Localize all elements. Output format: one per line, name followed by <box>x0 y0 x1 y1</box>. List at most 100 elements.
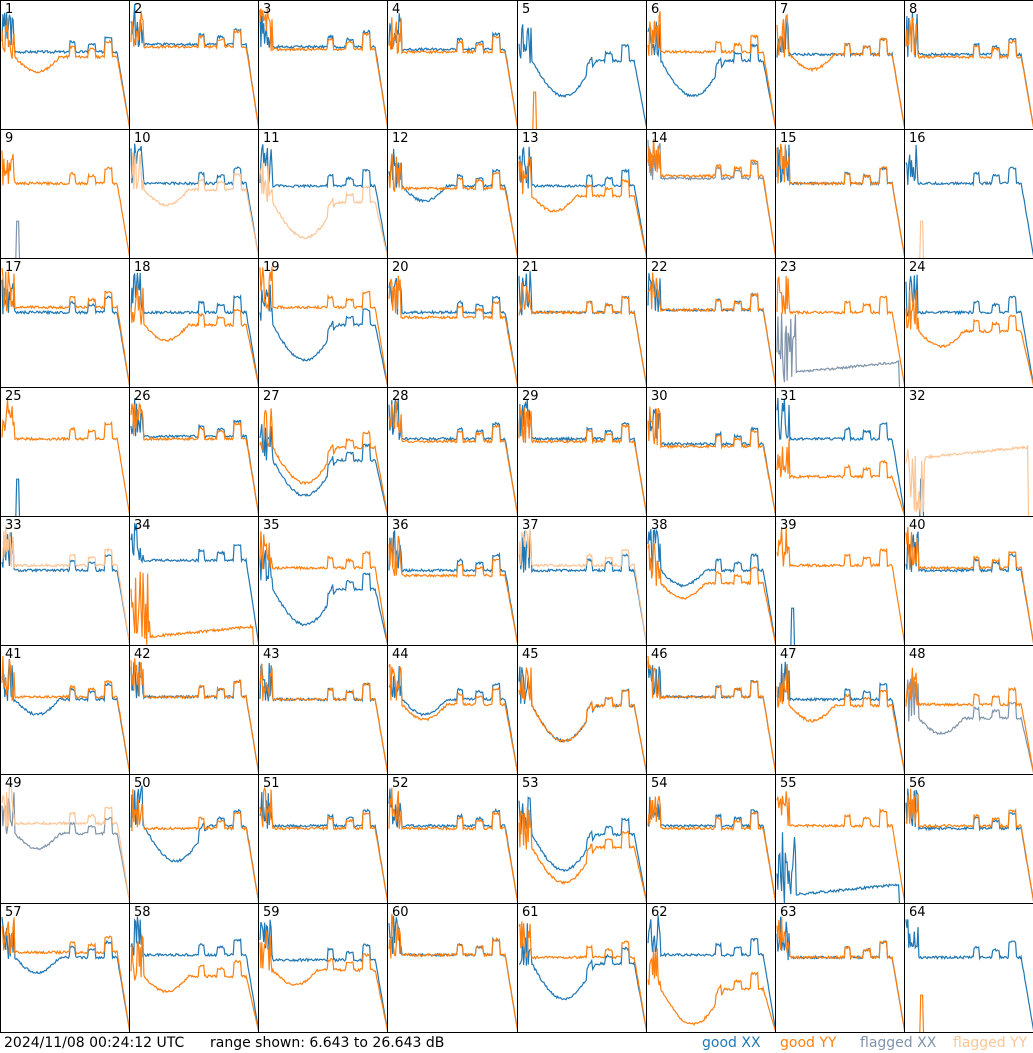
series-yy-line <box>388 17 517 128</box>
panel-label: 55 <box>780 776 797 791</box>
panel-plot <box>518 146 646 258</box>
series-xx-line <box>776 144 904 257</box>
series-xx-line <box>518 923 646 1031</box>
series-xx-line <box>130 660 258 773</box>
panel-plot <box>776 916 904 1031</box>
panel-label: 30 <box>651 389 668 404</box>
panel-label: 41 <box>5 647 22 662</box>
panel-label: 18 <box>134 260 151 275</box>
panel-label: 60 <box>392 905 409 920</box>
panel-4: 4 <box>387 0 518 130</box>
series-xx-line <box>905 919 1033 1031</box>
panel-55: 55 <box>775 774 905 904</box>
panel-plot <box>518 270 646 386</box>
panel-label: 24 <box>909 260 926 275</box>
panel-33: 33 <box>0 516 130 646</box>
panel-label: 2 <box>134 2 143 17</box>
series-xx-line <box>259 9 387 128</box>
series-yy-line <box>1 399 129 515</box>
series-xx-line <box>259 424 387 516</box>
series-xx-line <box>776 832 901 903</box>
panel-plot <box>130 785 258 902</box>
panel-plot <box>518 666 646 773</box>
series-xx-line <box>518 666 646 773</box>
series-xx-line <box>1 792 129 902</box>
panel-label: 61 <box>522 905 539 920</box>
series-yy-line <box>130 152 258 257</box>
legend-flagged-yy: flagged YY <box>953 1035 1028 1051</box>
panel-36: 36 <box>387 516 518 646</box>
series-yy-line <box>776 528 904 644</box>
series-yy-line <box>905 527 1033 644</box>
panel-plot <box>905 12 1033 128</box>
series-xx-line <box>518 796 646 902</box>
panel-label: 7 <box>780 2 789 17</box>
panel-plot <box>776 14 904 128</box>
panel-plot <box>1 268 129 386</box>
panel-label: 27 <box>263 389 280 404</box>
series-xx-line <box>388 398 517 515</box>
series-xx-line <box>130 785 258 902</box>
panel-12: 12 <box>387 129 518 259</box>
panel-plot <box>647 528 775 645</box>
panel-plot <box>1 525 129 644</box>
panel-label: 34 <box>134 518 151 533</box>
panel-plot <box>130 272 258 387</box>
series-yy-line <box>1 525 129 644</box>
panel-plot <box>518 24 646 129</box>
panel-plot <box>388 913 517 1031</box>
series-xx-line <box>388 277 517 386</box>
panel-plot <box>259 662 387 773</box>
panel-plot <box>130 143 258 257</box>
panel-20: 20 <box>387 258 518 388</box>
series-yy-line <box>919 994 925 1032</box>
panel-57: 57 <box>0 903 130 1033</box>
panel-label: 8 <box>909 2 918 17</box>
panel-16: 16 <box>904 129 1033 259</box>
panel-plot <box>905 444 1030 516</box>
series-yy-line <box>647 541 775 645</box>
panel-label: 46 <box>651 647 668 662</box>
series-yy-line <box>905 17 1033 128</box>
series-yy-line <box>776 275 904 386</box>
series-yy-line <box>518 807 646 903</box>
panel-plot <box>388 13 517 128</box>
series-yy-line <box>518 528 646 644</box>
panel-plot <box>130 3 258 128</box>
panel-plot <box>905 667 1033 774</box>
panel-plot <box>259 786 387 902</box>
panel-label: 37 <box>522 518 539 533</box>
panel-label: 21 <box>522 260 539 275</box>
panel-plot <box>647 406 775 515</box>
panel-label: 36 <box>392 518 409 533</box>
panel-25: 25 <box>0 387 130 517</box>
series-yy-line <box>388 275 517 386</box>
series-xx-line <box>647 273 775 386</box>
panel-61: 61 <box>517 903 647 1033</box>
panel-plot <box>1 150 129 258</box>
panel-56: 56 <box>904 774 1033 904</box>
panel-29: 29 <box>517 387 647 517</box>
series-yy-line <box>259 930 387 1032</box>
panel-label: 63 <box>780 905 797 920</box>
series-yy-line <box>259 266 387 386</box>
panel-label: 4 <box>392 2 401 17</box>
panel-18: 18 <box>129 258 259 388</box>
panel-46: 46 <box>646 645 776 775</box>
series-xx-line <box>518 399 646 515</box>
panel-plot <box>776 661 904 773</box>
series-yy-line <box>905 289 1033 387</box>
panel-43: 43 <box>258 645 388 775</box>
series-xx-line <box>905 144 1033 257</box>
series-yy-line <box>776 791 904 902</box>
panel-21: 21 <box>517 258 647 388</box>
series-xx-line <box>776 916 904 1031</box>
panel-plot <box>388 529 517 644</box>
series-yy-line <box>647 947 775 1032</box>
panel-9: 9 <box>0 129 130 259</box>
panel-label: 23 <box>780 260 797 275</box>
panel-plot <box>1 12 129 128</box>
panel-7: 7 <box>775 0 905 130</box>
panel-label: 43 <box>263 647 280 662</box>
series-yy-line <box>647 11 775 128</box>
